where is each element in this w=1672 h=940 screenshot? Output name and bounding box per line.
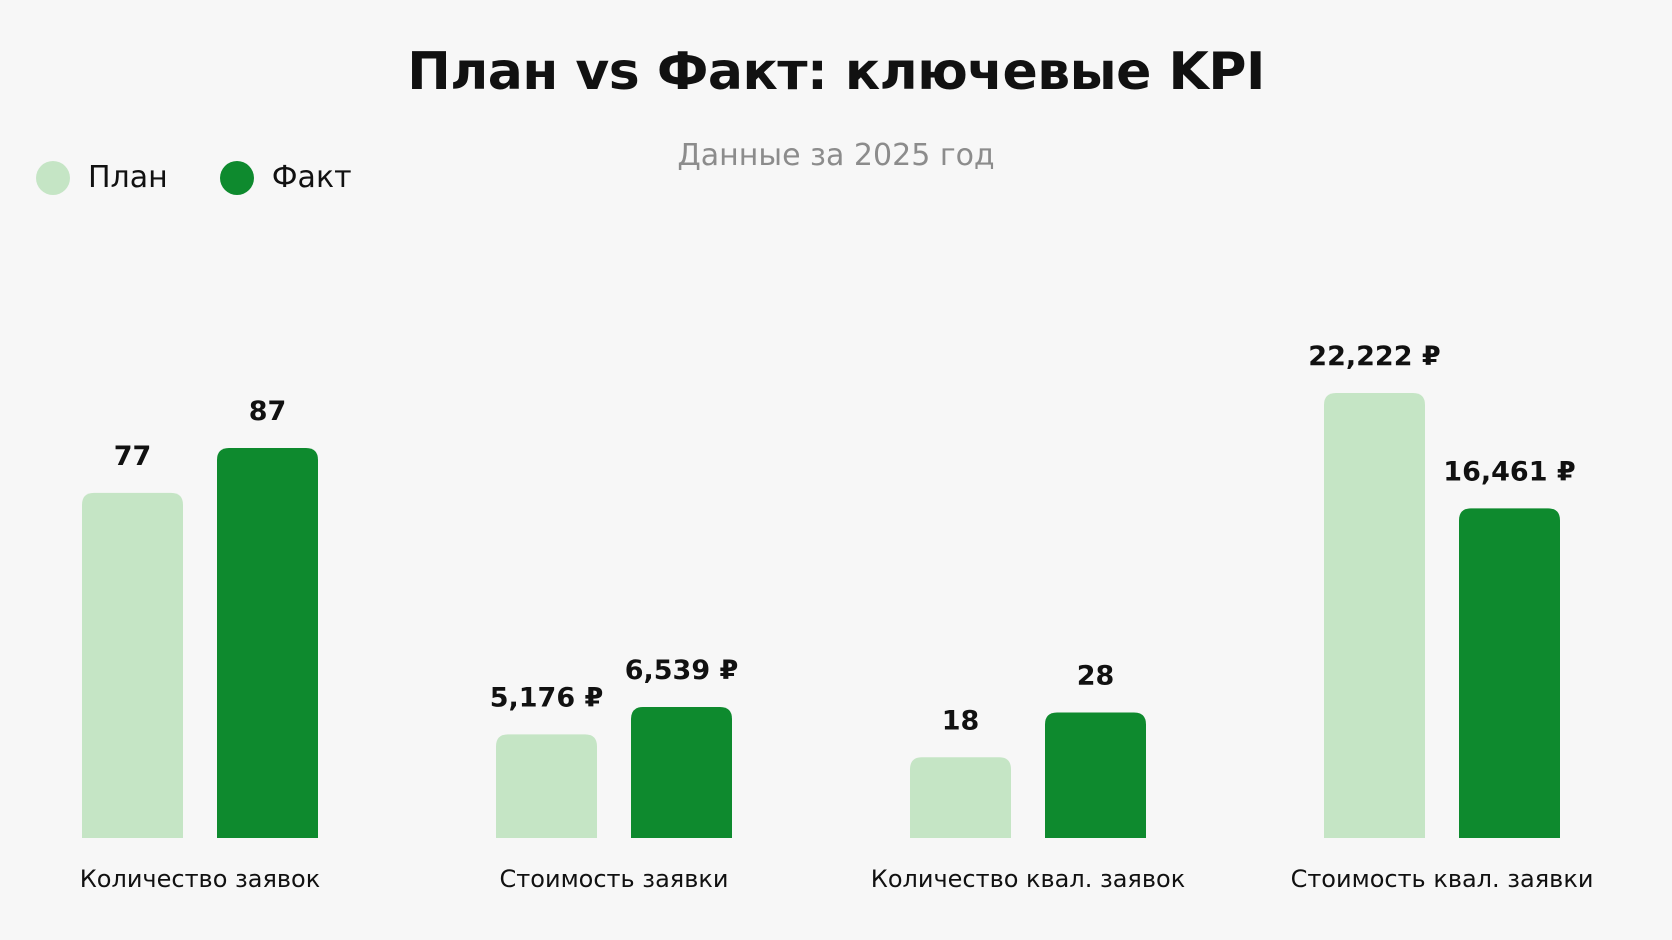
bar-value-label-plan-2: 18 (942, 705, 980, 736)
legend-label-fact: Факт (271, 160, 352, 195)
chart-subtitle: Данные за 2025 год (677, 138, 995, 173)
bar-fact-0 (217, 448, 318, 838)
bar-fact-1 (631, 707, 732, 838)
legend: План Факт (36, 160, 404, 195)
chart-title: План vs Факт: ключевые KPI (407, 42, 1265, 102)
legend-swatch-fact (219, 160, 254, 195)
bar-plan-1 (496, 734, 597, 838)
bar-value-label-fact-0: 87 (249, 396, 287, 427)
bar-value-label-plan-3: 22,222 ₽ (1308, 341, 1440, 372)
bar-value-label-plan-1: 5,176 ₽ (490, 682, 604, 713)
bar-fact-3 (1459, 508, 1560, 838)
bar-value-label-fact-2: 28 (1077, 660, 1115, 691)
bar-plan-2 (910, 757, 1011, 838)
bar-value-label-fact-3: 16,461 ₽ (1443, 456, 1575, 487)
legend-item-fact: Факт (219, 160, 352, 195)
category-label-0: Количество заявок (80, 865, 320, 893)
bar-value-label-fact-1: 6,539 ₽ (625, 655, 739, 686)
legend-item-plan: План (36, 160, 168, 195)
bar-fact-2 (1045, 712, 1146, 838)
category-label-2: Количество квал. заявок (871, 865, 1185, 893)
legend-swatch-plan (36, 160, 70, 195)
legend-label-plan: План (88, 160, 168, 195)
bar-plan-0 (82, 492, 183, 838)
category-label-1: Стоимость заявки (500, 865, 729, 893)
bar-value-label-plan-0: 77 (114, 441, 152, 472)
bar-plan-3 (1324, 393, 1425, 838)
category-label-3: Стоимость квал. заявки (1291, 865, 1594, 893)
